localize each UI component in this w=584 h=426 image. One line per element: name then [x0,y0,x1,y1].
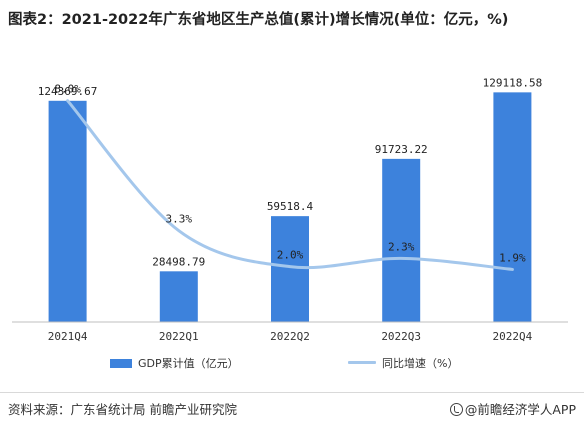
gdp-value-label: 91723.22 [375,143,428,156]
brand-logo-icon [449,403,463,416]
labels-layer: 124369.67 28498.79 59518.4 91723.22 129118.5… [38,76,542,268]
x-tick-label: 2022Q2 [270,330,310,343]
footer-divider [0,392,584,393]
line-layer [66,99,514,271]
gdp-value-label: 124369.67 [38,85,98,98]
growth-value-label: 1.9% [499,251,526,264]
growth-line [66,99,514,271]
legend: GDP累计值（亿元） 同比增速（%） [0,356,584,372]
growth-value-label: 3.3% [166,213,193,226]
legend-bar-swatch [110,359,132,368]
gdp-value-label: 28498.79 [152,255,205,268]
legend-line-swatch [348,361,376,364]
growth-value-label: 2.0% [277,249,304,262]
source-note: 资料来源：广东省统计局 前瞻产业研究院 [8,402,237,417]
legend-label-gdp: GDP累计值（亿元） [138,357,239,370]
growth-value-label: 8.0% [54,83,81,96]
legend-label-growth: 同比增速（%） [382,357,459,370]
x-tick-label: 2022Q4 [493,330,533,343]
x-tick-label: 2022Q3 [381,330,421,343]
gdp-bar [48,100,87,323]
gdp-value-label: 129118.58 [483,76,543,89]
x-tick-label: 2021Q4 [48,330,88,343]
chart-title: 图表2：2021-2022年广东省地区生产总值(累计)增长情况(单位：亿元，%) [8,12,509,28]
x-tick-label: 2022Q1 [159,330,199,343]
gdp-value-label: 59518.4 [267,200,314,213]
gdp-bar [159,271,198,322]
growth-value-label: 2.3% [388,240,415,253]
gdp-bar [493,92,532,322]
x-tick-labels: 2021Q4 2022Q1 2022Q2 2022Q3 2022Q4 [48,330,533,343]
legend-item-growth: 同比增速（%） [348,356,458,372]
brand-text: @前瞻经济学人APP [464,402,576,417]
gdp-bar [382,158,421,322]
brand-credit: @前瞻经济学人APP [449,399,576,418]
legend-item-gdp: GDP累计值（亿元） [110,356,239,372]
